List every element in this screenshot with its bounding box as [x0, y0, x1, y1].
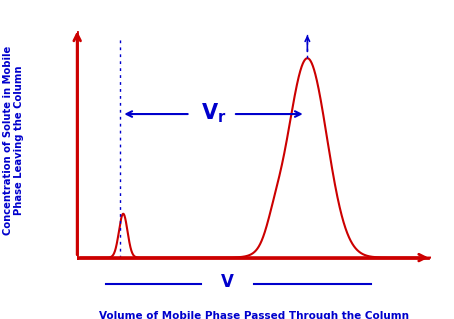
Text: Concentration of Solute in Mobile
Phase Leaving the Column: Concentration of Solute in Mobile Phase … — [3, 46, 25, 235]
Text: Volume of Mobile Phase Passed Through the Column: Volume of Mobile Phase Passed Through th… — [99, 311, 409, 319]
Text: $\mathbf{V}$: $\mathbf{V}$ — [220, 272, 235, 291]
Text: $\mathbf{V_r}$: $\mathbf{V_r}$ — [201, 101, 226, 125]
